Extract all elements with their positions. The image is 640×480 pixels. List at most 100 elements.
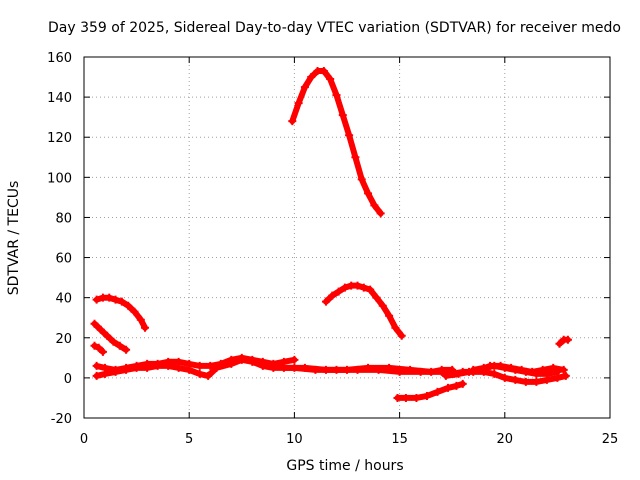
- data-point: [141, 323, 150, 332]
- plot-frame: [83, 56, 611, 419]
- data-point: [321, 365, 330, 374]
- data-point: [212, 363, 221, 372]
- data-point: [300, 363, 309, 372]
- x-axis-label: GPS time / hours: [286, 458, 403, 474]
- series-line: [323, 282, 405, 339]
- data-point: [490, 369, 499, 378]
- data-point: [307, 73, 316, 82]
- data-point: [378, 301, 387, 310]
- data-point: [164, 361, 173, 370]
- data-point: [366, 285, 375, 294]
- data-point: [294, 99, 303, 108]
- y-tick-label: 80: [55, 211, 72, 226]
- data-point: [92, 295, 101, 304]
- data-point: [90, 319, 99, 328]
- data-point: [469, 365, 478, 374]
- data-point: [532, 369, 541, 378]
- data-point: [98, 347, 107, 356]
- data-point: [195, 369, 204, 378]
- data-point: [521, 377, 530, 386]
- series-track-high-peak: [288, 67, 385, 218]
- data-point: [300, 83, 309, 92]
- data-point: [479, 363, 488, 372]
- data-point: [237, 355, 246, 364]
- data-point: [290, 355, 299, 364]
- data-point: [443, 383, 452, 392]
- x-tick-label: 0: [80, 432, 88, 447]
- data-point: [143, 363, 152, 372]
- data-point: [372, 293, 381, 302]
- data-point: [500, 373, 509, 382]
- y-axis-label: SDTVAR / TECUs: [6, 181, 22, 296]
- data-point: [105, 293, 114, 302]
- data-point: [92, 371, 101, 380]
- series-track-baseline-c: [279, 363, 457, 376]
- data-point: [511, 375, 520, 384]
- data-point: [258, 361, 267, 370]
- y-tick-label: 100: [47, 171, 72, 186]
- data-point: [288, 117, 297, 126]
- data-point: [401, 393, 410, 402]
- y-tick-label: 20: [55, 332, 72, 347]
- data-point: [561, 371, 570, 380]
- data-point: [364, 363, 373, 372]
- data-point: [136, 315, 145, 324]
- y-tick-label: 0: [64, 372, 72, 387]
- x-tick-label: 10: [286, 432, 303, 447]
- data-point: [364, 189, 373, 198]
- data-point: [351, 153, 360, 162]
- data-point: [332, 91, 341, 100]
- data-point: [385, 363, 394, 372]
- x-tick-label: 25: [602, 432, 619, 447]
- data-point: [132, 363, 141, 372]
- data-point: [111, 367, 120, 376]
- data-point: [555, 339, 564, 348]
- data-point: [109, 337, 118, 346]
- data-point: [185, 365, 194, 374]
- data-point: [122, 365, 131, 374]
- data-point: [328, 291, 337, 300]
- y-tick-label: 140: [47, 91, 72, 106]
- data-point: [94, 343, 103, 352]
- data-point: [204, 371, 213, 380]
- data-point: [563, 335, 572, 344]
- x-tick-label: 15: [391, 432, 408, 447]
- data-point: [321, 297, 330, 306]
- data-point: [248, 357, 257, 366]
- x-tick-label: 5: [185, 432, 193, 447]
- data-point: [490, 361, 499, 370]
- data-point: [345, 131, 354, 140]
- data-point: [111, 295, 120, 304]
- data-point: [122, 345, 131, 354]
- data-point: [115, 341, 124, 350]
- data-point: [376, 209, 385, 218]
- data-point: [441, 371, 450, 380]
- series-track-early-descent: [90, 319, 131, 354]
- data-point: [101, 369, 110, 378]
- data-point: [433, 387, 442, 396]
- series-layer: [90, 67, 572, 402]
- data-point: [124, 301, 133, 310]
- series-track-negative: [393, 379, 467, 402]
- series-track-early-arc: [92, 293, 150, 332]
- y-tick-label: 120: [47, 131, 72, 146]
- data-point: [338, 111, 347, 120]
- data-point: [532, 377, 541, 386]
- data-point: [393, 393, 402, 402]
- data-point: [412, 393, 421, 402]
- data-point: [153, 361, 162, 370]
- data-point: [319, 67, 328, 76]
- series-track-late-short: [555, 335, 572, 348]
- data-point: [117, 297, 126, 306]
- series-track-mid-peak: [321, 281, 406, 340]
- data-point: [326, 75, 335, 84]
- data-point: [353, 281, 362, 290]
- data-point: [130, 307, 139, 316]
- data-point: [448, 369, 457, 378]
- y-tick-label: -20: [51, 412, 72, 427]
- series-line: [280, 364, 456, 375]
- data-point: [92, 361, 101, 370]
- data-point: [406, 365, 415, 374]
- data-point: [385, 311, 394, 320]
